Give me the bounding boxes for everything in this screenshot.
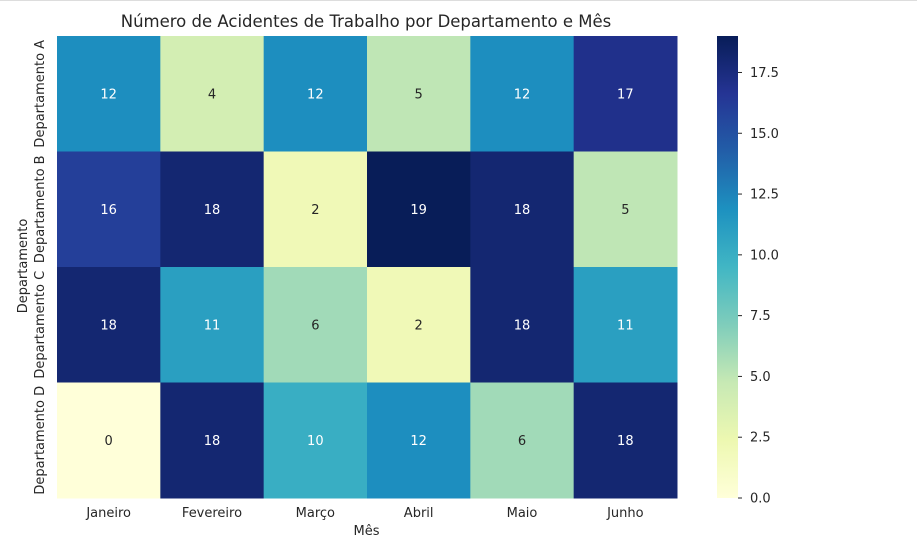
cell-value-label: 18: [514, 203, 531, 218]
heatmap-cell: [263, 267, 368, 383]
heatmap-cell: [263, 382, 368, 499]
x-tick-label: Janeiro: [85, 506, 131, 521]
heatmap-cell: [470, 267, 575, 383]
cell-value-label: 6: [518, 434, 526, 449]
y-tick-label: Departamento A: [33, 40, 48, 148]
heatmap-cell: [263, 151, 368, 268]
colorbar-tick-label: 5.0: [750, 370, 771, 385]
colorbar-tick-label: 10.0: [750, 248, 779, 263]
x-tick-labels: Janeiro Fevereiro Março Abril Maio Junho: [85, 506, 643, 521]
cell-value-label: 18: [617, 434, 634, 449]
heatmap-cell: [470, 151, 575, 268]
heatmap-cell: [470, 382, 575, 499]
y-tick-labels: Departamento A Departamento B Departamento…: [33, 40, 48, 495]
cell-value-label: 18: [204, 434, 221, 449]
cell-value-label: 2: [415, 318, 423, 333]
top-divider: [0, 0, 917, 1]
cell-value-label: 12: [307, 87, 324, 102]
heatmap-cell: [367, 151, 471, 268]
heatmap-cells: 12 4 12 5 12 17 16 18 2 19 18 5 18 11 6 2 18 11 0 18 10 12 6 18: [57, 36, 678, 499]
heatmap-cell: [160, 36, 265, 152]
y-axis-label: Departamento: [16, 219, 31, 314]
colorbar-tick-label: 2.5: [750, 431, 771, 446]
cell-value-label: 12: [100, 87, 117, 102]
colorbar-tick-label: 17.5: [750, 66, 779, 81]
colorbar-tick-label: 7.5: [750, 309, 771, 324]
x-tick-label: Março: [296, 506, 335, 521]
cell-value-label: 5: [621, 203, 629, 218]
cell-value-label: 11: [204, 318, 221, 333]
heatmap-cell: [367, 267, 471, 383]
cell-value-label: 18: [204, 203, 221, 218]
cell-value-label: 16: [100, 203, 117, 218]
colorbar-tick-label: 0.0: [750, 492, 771, 507]
heatmap-cell: [263, 36, 368, 152]
heatmap-cell: [160, 151, 265, 268]
x-tick-label: Maio: [507, 506, 538, 521]
cell-value-label: 4: [208, 87, 216, 102]
y-tick-label: Departamento D: [33, 386, 48, 495]
cell-value-label: 10: [307, 434, 324, 449]
cell-value-label: 0: [105, 434, 113, 449]
colorbar-tick-label: 15.0: [750, 127, 779, 142]
heatmap-cell: [573, 267, 678, 383]
chart-title: Número de Acidentes de Trabalho por Depa…: [121, 12, 612, 31]
heatmap-cell: [573, 151, 678, 268]
cell-value-label: 5: [415, 87, 423, 102]
cell-value-label: 12: [410, 434, 427, 449]
cell-value-label: 19: [410, 203, 427, 218]
cell-value-label: 17: [617, 87, 634, 102]
heatmap-cell: [160, 382, 265, 499]
colorbar: [717, 36, 738, 498]
heatmap-cell: [57, 267, 161, 383]
x-axis-label: Mês: [354, 524, 380, 539]
cell-value-label: 2: [311, 203, 319, 218]
x-tick-label: Fevereiro: [182, 506, 242, 521]
y-tick-label: Departamento C: [33, 271, 48, 379]
heatmap-cell: [470, 36, 575, 152]
colorbar-tick-label: 12.5: [750, 188, 779, 203]
cell-value-label: 18: [100, 318, 117, 333]
cell-value-label: 11: [617, 318, 634, 333]
heatmap-cell: [160, 267, 265, 383]
heatmap-cell: [57, 151, 161, 268]
cell-value-label: 18: [514, 318, 531, 333]
heatmap-cell: [367, 382, 471, 499]
heatmap-cell: [57, 382, 161, 499]
cell-value-label: 12: [514, 87, 531, 102]
heatmap-cell: [367, 36, 471, 152]
cell-value-label: 6: [311, 318, 319, 333]
heatmap-cell: [573, 382, 678, 499]
heatmap-cell: [57, 36, 161, 152]
y-tick-label: Departamento B: [33, 155, 48, 263]
heatmap-cell: [573, 36, 678, 152]
colorbar-ticks: 0.0 2.5 5.0 7.5 10.0 12.5 15.0 17.5: [738, 66, 779, 507]
x-tick-label: Junho: [606, 506, 644, 521]
x-tick-label: Abril: [404, 506, 434, 521]
